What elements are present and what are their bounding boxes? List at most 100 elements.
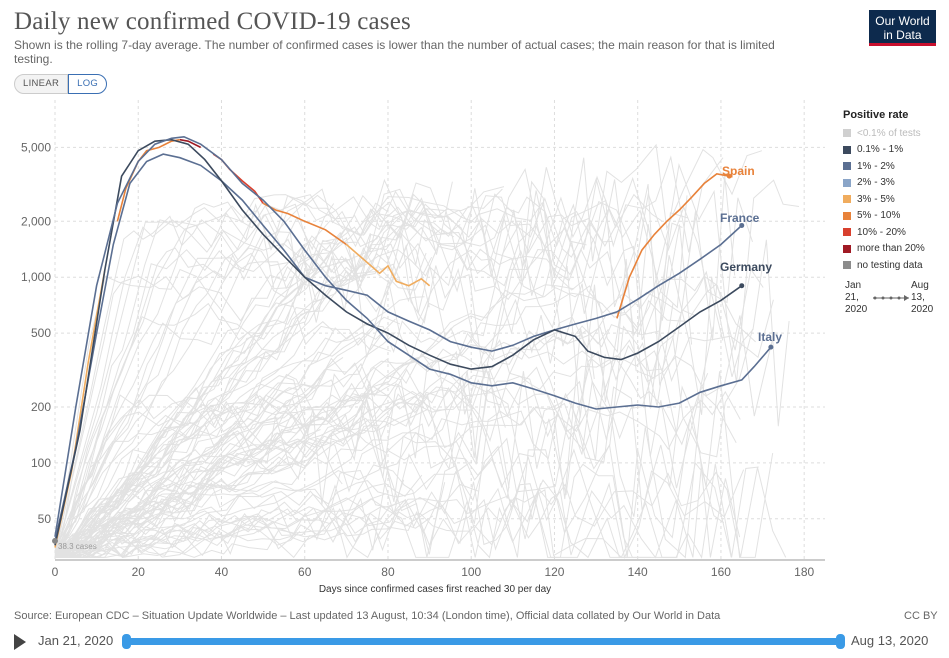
legend-item[interactable]: 1% - 2% — [843, 158, 925, 175]
timeline-start-handle[interactable] — [122, 634, 131, 649]
background-country-line — [54, 328, 754, 558]
background-country-line — [54, 389, 542, 558]
background-country-line — [54, 528, 301, 559]
background-country-line — [54, 467, 725, 559]
background-country-line — [54, 329, 609, 559]
legend-label: 1% - 2% — [857, 160, 895, 172]
series-label: Italy — [758, 330, 782, 344]
background-country-line — [54, 364, 506, 550]
series-label: Spain — [722, 164, 755, 178]
x-tick-label: 80 — [381, 565, 395, 579]
chart-subtitle: Shown is the rolling 7-day average. The … — [14, 38, 775, 66]
source-note[interactable]: Source: European CDC – Situation Update … — [14, 610, 721, 622]
x-tick-label: 40 — [215, 565, 229, 579]
background-country-line — [54, 370, 510, 558]
legend-item[interactable]: 0.1% - 1% — [843, 142, 925, 159]
legend-swatch — [843, 261, 851, 270]
legend-swatch — [843, 195, 851, 204]
timeline-start-date: Jan 21, 2020 — [38, 633, 114, 648]
y-tick-label: 100 — [31, 456, 51, 470]
legend-item[interactable]: 2% - 3% — [843, 175, 925, 192]
legend-timeline-start: Jan 21, 2020 — [845, 280, 868, 315]
series-endpoint — [739, 283, 745, 289]
background-country-line — [54, 168, 545, 558]
series-france: France — [54, 153, 760, 542]
y-tick-label: 50 — [38, 512, 52, 526]
legend-timeline: Jan 21, 2020 Aug 13, 2020 — [845, 280, 940, 320]
play-icon[interactable] — [14, 634, 26, 650]
legend-swatch — [843, 162, 851, 171]
legend-label: <0.1% of tests — [857, 127, 921, 139]
legend-swatch — [843, 228, 851, 237]
legend-title: Positive rate — [843, 109, 909, 121]
x-tick-label: 100 — [461, 565, 481, 579]
legend-swatch — [843, 211, 851, 220]
background-country-line — [54, 194, 389, 558]
background-country-line — [54, 186, 505, 558]
legend-swatch — [843, 129, 851, 138]
background-country-line — [54, 195, 688, 552]
legend-label: 3% - 5% — [857, 193, 895, 205]
background-country-line — [54, 357, 709, 557]
legend-item[interactable]: more than 20% — [843, 241, 925, 258]
y-tick-label: 200 — [31, 400, 51, 414]
background-country-line — [54, 306, 310, 556]
x-tick-label: 120 — [544, 565, 564, 579]
logo-line-2: in Data — [883, 28, 922, 42]
x-tick-label: 0 — [52, 565, 59, 579]
background-country-line — [55, 463, 759, 559]
background-country-line — [54, 479, 651, 559]
background-country-line — [54, 515, 434, 558]
legend-label: 0.1% - 1% — [857, 144, 904, 156]
series-line-segment — [345, 243, 431, 287]
legend-item[interactable]: 3% - 5% — [843, 191, 925, 208]
legend-items: <0.1% of tests 0.1% - 1% 1% - 2% 2% - 3% 3% … — [843, 125, 925, 274]
y-tick-label: 1,000 — [21, 270, 51, 284]
x-axis-label: Days since confirmed cases first reached… — [319, 584, 551, 595]
background-country-line — [54, 463, 469, 558]
legend-swatch — [843, 178, 851, 187]
legend-label: 10% - 20% — [857, 226, 906, 238]
background-country-line — [54, 143, 763, 558]
legend-label: no testing data — [857, 259, 923, 271]
owid-logo[interactable]: Our World in Data — [869, 10, 936, 46]
legend-timeline-line — [873, 295, 909, 301]
series-line-segment — [262, 202, 347, 246]
x-tick-label: 180 — [794, 565, 814, 579]
series-line — [54, 153, 743, 542]
legend-label: 2% - 3% — [857, 177, 895, 189]
background-country-line — [54, 175, 736, 555]
background-country-line — [54, 315, 774, 558]
background-country-line — [54, 332, 396, 552]
series-line — [54, 135, 772, 537]
x-tick-label: 140 — [628, 565, 648, 579]
timeline-end-date: Aug 13, 2020 — [851, 633, 929, 648]
timeline-end-handle[interactable] — [836, 634, 845, 649]
background-country-line — [54, 467, 446, 558]
legend-item[interactable]: 5% - 10% — [843, 208, 925, 225]
start-annotation: 38.3 cases — [58, 542, 97, 551]
series-label: France — [720, 211, 760, 225]
legend-label: more than 20% — [857, 243, 925, 255]
background-country-line — [54, 226, 436, 558]
legend-item[interactable]: 10% - 20% — [843, 224, 925, 241]
background-country-line — [54, 371, 474, 555]
background-country-line — [54, 284, 575, 558]
start-point — [52, 537, 58, 544]
timeline-slider[interactable] — [125, 638, 841, 645]
license-link[interactable]: CC BY — [904, 610, 938, 622]
linear-scale-button[interactable]: LINEAR — [14, 74, 69, 94]
series-spain: Spain — [54, 138, 755, 548]
y-tick-label: 2,000 — [21, 214, 51, 228]
x-tick-label: 20 — [132, 565, 146, 579]
background-country-lines — [54, 143, 800, 559]
legend-item[interactable]: no testing data — [843, 257, 925, 274]
x-tick-label: 60 — [298, 565, 312, 579]
background-country-line — [54, 239, 790, 558]
series-line-segment — [179, 138, 202, 149]
legend-item[interactable]: <0.1% of tests — [843, 125, 925, 142]
series-line-segment — [116, 138, 181, 222]
background-country-line — [54, 469, 745, 559]
background-country-line — [54, 197, 614, 555]
log-scale-button[interactable]: LOG — [68, 74, 108, 94]
